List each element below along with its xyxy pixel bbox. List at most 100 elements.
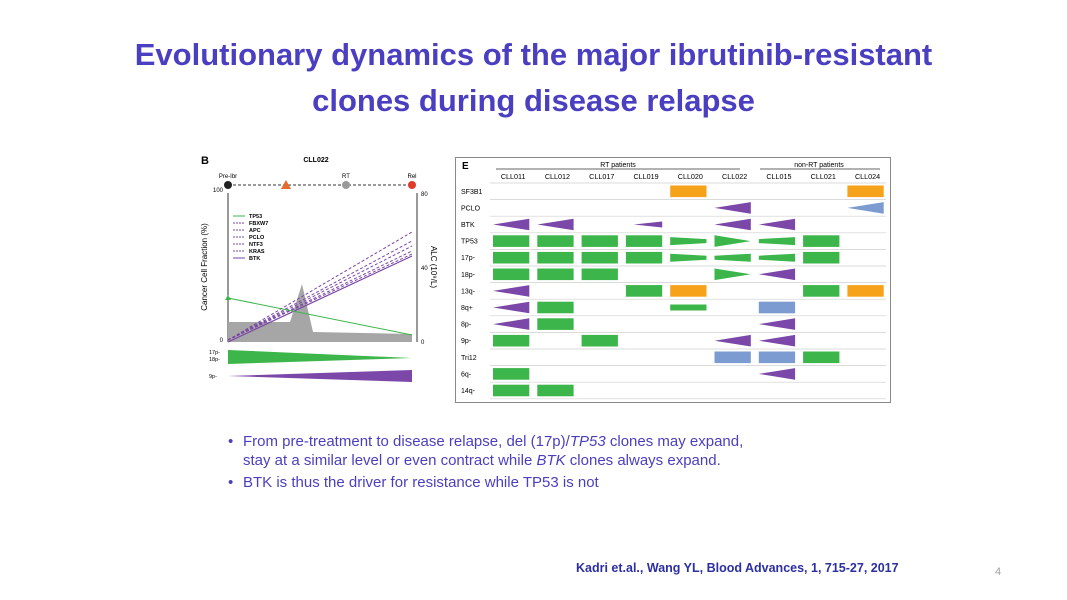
cell-6q-cll015 bbox=[758, 368, 796, 380]
group-rt-label: RT patients bbox=[600, 162, 636, 169]
cell-9p-cll022 bbox=[714, 334, 751, 347]
cell-8q-cll011 bbox=[493, 301, 530, 314]
panel-b-legend: TP53 FBXW7 APC PCLO NTF3 KRAS BTK bbox=[233, 214, 268, 262]
column-header-cll011: CLL011 bbox=[501, 172, 526, 181]
row-label-13q: 13q- bbox=[461, 288, 476, 295]
cell-17p-cll011 bbox=[493, 251, 530, 264]
cell-13q-cll021 bbox=[803, 285, 840, 297]
cell-18p-cll011 bbox=[493, 268, 530, 281]
row-label-9p: 9p- bbox=[461, 338, 472, 345]
cell-17p-cll015 bbox=[758, 253, 796, 262]
cell-sf3b1-cll024 bbox=[847, 185, 884, 198]
bullet-item-1: • From pre-treatment to disease relapse,… bbox=[228, 432, 868, 470]
citation: Kadri et.al., Wang YL, Blood Advances, 1… bbox=[576, 561, 899, 575]
cell-tp53-cll012 bbox=[537, 235, 574, 247]
cell-18p-cll022 bbox=[714, 268, 751, 281]
row-label-tp53: TP53 bbox=[461, 239, 478, 246]
row-label-btk: BTK bbox=[461, 222, 475, 229]
alc-area bbox=[228, 284, 412, 342]
tp53-start-marker bbox=[225, 295, 231, 300]
legend-apc: APC bbox=[249, 228, 261, 234]
row-label-tri12: Tri12 bbox=[461, 355, 477, 362]
cell-8q-cll015 bbox=[758, 301, 796, 314]
slide-title: Evolutionary dynamics of the major ibrut… bbox=[0, 32, 1067, 124]
cell-17p-cll021 bbox=[803, 251, 840, 264]
bullet-1-btk: BTK bbox=[536, 452, 566, 469]
cell-17p-cll022 bbox=[714, 253, 751, 262]
column-header-cll012: CLL012 bbox=[545, 172, 570, 181]
cell-9p-cll011 bbox=[493, 334, 530, 347]
row-label-17p: 17p- bbox=[461, 255, 476, 262]
timepoint-rt: RT bbox=[342, 174, 350, 180]
cell-17p-cll012 bbox=[537, 251, 574, 264]
row-label-8p: 8p- bbox=[461, 322, 472, 329]
y2-tick-0: 0 bbox=[421, 340, 425, 346]
page-number: 4 bbox=[995, 566, 1002, 578]
cell-tp53-cll019 bbox=[625, 235, 663, 247]
timepoint-rt-marker bbox=[342, 181, 350, 189]
timepoint-rel-marker bbox=[408, 181, 416, 189]
column-header-cll020: CLL020 bbox=[678, 172, 703, 181]
panel-b-letter: B bbox=[201, 155, 209, 167]
cell-btk-cll011 bbox=[493, 218, 530, 231]
cell-tri12-cll015 bbox=[758, 351, 796, 364]
panel-b-figure: B CLL022 Pre-Ibr RT Rel 100 0 80 40 0 Ca… bbox=[195, 152, 440, 390]
cell-pclo-cll022 bbox=[714, 202, 751, 214]
bar-17p-18p bbox=[228, 350, 412, 364]
cell-tp53-cll011 bbox=[493, 235, 530, 247]
cell-14q-cll011 bbox=[493, 384, 530, 397]
bullet-1-text-d: clones always expand. bbox=[565, 452, 721, 469]
cell-btk-cll019 bbox=[633, 221, 663, 228]
cell-tri12-cll022 bbox=[714, 351, 751, 364]
clone-line-ntf3 bbox=[227, 250, 413, 341]
row-label-18p: 18p- bbox=[461, 272, 476, 279]
bullet-list: • From pre-treatment to disease relapse,… bbox=[228, 432, 868, 495]
cell-18p-cll015 bbox=[758, 268, 796, 281]
cell-8p-cll011 bbox=[493, 318, 530, 330]
cell-9p-cll015 bbox=[758, 334, 796, 347]
bullet-1-text-b: clones may expand, bbox=[605, 433, 744, 450]
bullet-dot: • bbox=[228, 474, 234, 491]
cell-13q-cll011 bbox=[493, 285, 530, 297]
legend-pclo: PCLO bbox=[249, 235, 265, 241]
column-header-cll021: CLL021 bbox=[811, 172, 836, 181]
cell-8q-cll020 bbox=[670, 304, 707, 311]
cell-9p-cll017 bbox=[581, 334, 618, 347]
cell-17p-cll020 bbox=[670, 253, 707, 262]
cell-tp53-cll015 bbox=[758, 237, 796, 246]
y-tick-100: 100 bbox=[213, 188, 224, 194]
bar-label-9p: 9p- bbox=[209, 374, 217, 380]
bullet-1-text-c: stay at a similar level or even contract… bbox=[243, 452, 537, 469]
bullet-1-tp53: TP53 bbox=[569, 433, 606, 450]
bullet-item-2: • BTK is thus the driver for resistance … bbox=[228, 473, 868, 492]
panel-e-figure: E RT patients non-RT patients CLL011 CLL0… bbox=[455, 157, 891, 403]
column-header-cll022: CLL022 bbox=[722, 172, 747, 181]
y2-tick-40: 40 bbox=[421, 266, 428, 272]
legend-kras: KRAS bbox=[249, 249, 265, 255]
clone-line-kras bbox=[227, 253, 413, 341]
cell-17p-cll017 bbox=[581, 251, 618, 264]
bar-label-17p: 17p- bbox=[209, 350, 220, 356]
row-label-6q: 6q- bbox=[461, 371, 472, 378]
legend-tp53: TP53 bbox=[249, 214, 262, 220]
cell-18p-cll017 bbox=[581, 268, 618, 281]
bar-label-18p: 18p- bbox=[209, 357, 220, 363]
row-label-8q: 8q+ bbox=[461, 305, 473, 312]
cell-sf3b1-cll020 bbox=[670, 185, 707, 198]
column-header-cll024: CLL024 bbox=[855, 172, 880, 181]
bullet-1-text-a: From pre-treatment to disease relapse, d… bbox=[243, 433, 570, 450]
cell-tp53-cll020 bbox=[670, 237, 707, 246]
cell-13q-cll020 bbox=[670, 285, 707, 297]
panel-e-letter: E bbox=[462, 161, 469, 172]
bullet-2-text: BTK is thus the driver for resistance wh… bbox=[243, 474, 599, 491]
row-label-14q: 14q- bbox=[461, 388, 476, 395]
y-axis-label: Cancer Cell Fraction (%) bbox=[200, 223, 209, 311]
cell-btk-cll012 bbox=[537, 218, 574, 231]
clone-line-tp53 bbox=[227, 297, 413, 336]
clone-line-fbxw7 bbox=[227, 231, 413, 341]
cell-tri12-cll021 bbox=[803, 351, 840, 364]
cell-18p-cll012 bbox=[537, 268, 574, 281]
cell-14q-cll012 bbox=[537, 384, 574, 397]
y2-tick-80: 80 bbox=[421, 192, 428, 198]
cell-btk-cll022 bbox=[714, 218, 751, 231]
